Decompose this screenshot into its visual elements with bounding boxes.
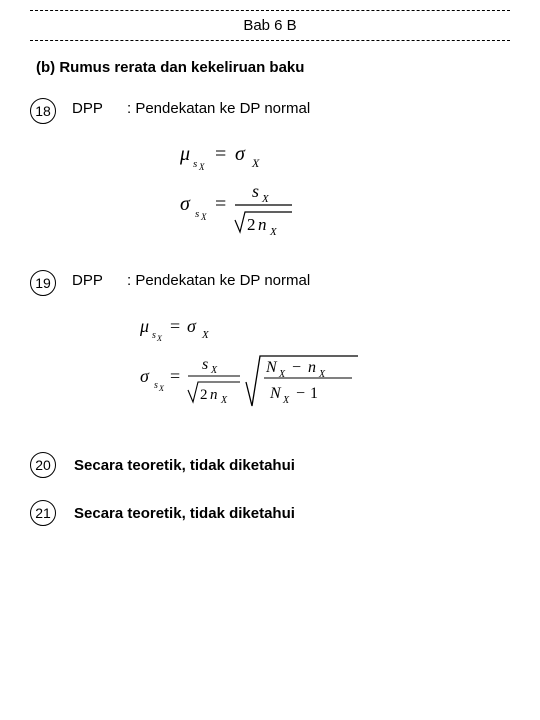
svg-text:−: − [292,359,301,376]
svg-text:X: X [198,162,205,172]
svg-text:X: X [261,193,270,205]
svg-text:X: X [220,395,228,406]
svg-text:=: = [215,143,226,165]
item-row: 18 DPP : Pendekatan ke DP normal [30,98,510,124]
svg-text:X: X [269,226,278,238]
svg-text:N: N [265,359,278,376]
item-text: Secara teoretik, tidak diketahui [74,457,295,474]
svg-text:n: n [258,215,267,234]
svg-text:μ: μ [180,143,190,165]
svg-text:s: s [152,330,156,341]
svg-text:s: s [154,380,158,391]
item-label: DPP [72,98,127,117]
svg-text:X: X [201,329,210,341]
item-description: : Pendekatan ke DP normal [127,270,310,289]
svg-text:X: X [282,395,290,406]
item-row: 19 DPP : Pendekatan ke DP normal [30,270,510,296]
svg-text:s: s [195,208,199,220]
svg-text:n: n [308,359,316,376]
svg-text:=: = [215,193,226,215]
svg-text:=: = [170,316,180,336]
item-number-circle: 19 [30,270,56,296]
svg-text:1: 1 [310,385,318,402]
svg-text:s: s [202,356,208,373]
svg-text:N: N [269,385,282,402]
divider-bottom [30,40,510,41]
svg-text:X: X [210,365,218,376]
svg-text:2: 2 [247,215,256,234]
formula-block-19: μ s X = σ X σ s X = s X 2 n X N X − n [140,312,510,412]
item-number-circle: 21 [30,500,56,526]
svg-text:σ: σ [187,316,197,336]
section-heading: (b) Rumus rerata dan kekeliruan baku [36,59,510,76]
divider-top [30,10,510,11]
svg-text:X: X [251,156,260,170]
svg-text:2: 2 [200,387,208,403]
svg-text:μ: μ [140,316,149,336]
item-text: Secara teoretik, tidak diketahui [74,505,295,522]
item-number-circle: 18 [30,98,56,124]
svg-text:=: = [170,366,180,386]
svg-text:σ: σ [235,143,246,165]
svg-text:σ: σ [180,193,191,215]
svg-text:σ: σ [140,366,150,386]
svg-text:−: − [296,385,305,402]
item-row: 21 Secara teoretik, tidak diketahui [30,500,510,526]
formula-block-18: μ s X = σ X σ s X = s X 2 n X [180,140,510,240]
svg-text:X: X [156,334,163,343]
svg-text:X: X [200,212,207,222]
page-container: Bab 6 B (b) Rumus rerata dan kekeliruan … [0,0,540,558]
item-label: DPP [72,270,127,289]
item-number-circle: 20 [30,452,56,478]
chapter-title: Bab 6 B [30,13,510,38]
svg-text:X: X [158,384,165,393]
svg-text:s: s [193,158,197,170]
item-row: 20 Secara teoretik, tidak diketahui [30,452,510,478]
svg-text:n: n [210,387,218,403]
item-description: : Pendekatan ke DP normal [127,98,310,117]
svg-text:s: s [252,181,259,201]
